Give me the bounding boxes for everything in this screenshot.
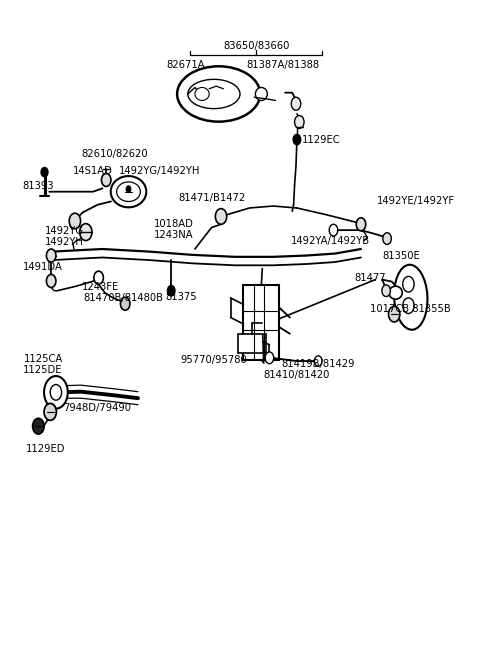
Text: 1125DE: 1125DE [24, 365, 63, 375]
Circle shape [80, 223, 92, 240]
Text: 81387A/81388: 81387A/81388 [246, 60, 319, 70]
Text: 83650/83660: 83650/83660 [223, 41, 290, 51]
Circle shape [291, 97, 301, 110]
Text: 1125CA: 1125CA [24, 354, 63, 364]
Text: 1492YG/1492YH: 1492YG/1492YH [119, 166, 200, 176]
Circle shape [94, 271, 103, 284]
Text: 1492YA/1492YB: 1492YA/1492YB [290, 236, 370, 246]
Text: 1017CB 81355B: 1017CB 81355B [371, 304, 451, 314]
Text: 1492YH: 1492YH [45, 237, 84, 247]
Circle shape [50, 384, 61, 400]
Text: 81350E: 81350E [383, 250, 420, 261]
Circle shape [388, 306, 400, 322]
Circle shape [216, 209, 227, 224]
Circle shape [403, 298, 414, 313]
Text: 1492YE/1492YF: 1492YE/1492YF [376, 196, 455, 206]
Ellipse shape [394, 265, 428, 330]
Text: 1018AD: 1018AD [154, 219, 193, 229]
Text: 81410/81420: 81410/81420 [264, 371, 330, 380]
Circle shape [356, 217, 366, 231]
Text: 1491DA: 1491DA [23, 261, 62, 271]
Circle shape [293, 135, 301, 145]
Text: 81419B/81429: 81419B/81429 [282, 359, 355, 369]
Circle shape [101, 173, 111, 187]
Text: 81393: 81393 [23, 181, 54, 191]
Ellipse shape [389, 286, 402, 299]
Text: 14S1AD: 14S1AD [73, 166, 113, 176]
Circle shape [265, 352, 274, 364]
Ellipse shape [117, 182, 140, 202]
Bar [238, 334, 266, 353]
Text: 81471/B1472: 81471/B1472 [178, 193, 245, 203]
Text: 7948D/79490: 7948D/79490 [64, 403, 132, 413]
Circle shape [47, 249, 56, 262]
Circle shape [295, 116, 304, 129]
Circle shape [126, 186, 131, 193]
Ellipse shape [195, 87, 209, 101]
Text: 81477: 81477 [355, 273, 386, 283]
Ellipse shape [177, 66, 260, 122]
Text: 1492YG: 1492YG [45, 226, 84, 236]
Circle shape [69, 213, 81, 229]
Circle shape [314, 356, 322, 367]
Circle shape [382, 285, 390, 296]
Circle shape [47, 275, 56, 288]
Text: 1243FE: 1243FE [82, 283, 119, 292]
Circle shape [44, 376, 68, 409]
Text: 81375: 81375 [165, 292, 196, 302]
Circle shape [120, 297, 130, 310]
Ellipse shape [188, 79, 240, 108]
Text: 1243NA: 1243NA [154, 231, 193, 240]
Ellipse shape [111, 176, 146, 208]
Circle shape [41, 168, 48, 177]
Circle shape [403, 277, 414, 292]
Text: 95770/95780: 95770/95780 [180, 355, 247, 365]
Text: 1129EC: 1129EC [301, 135, 340, 145]
Ellipse shape [255, 87, 267, 101]
Circle shape [383, 233, 391, 244]
Text: 1129ED: 1129ED [25, 444, 65, 454]
Circle shape [33, 419, 44, 434]
Text: 81470B/81480B: 81470B/81480B [84, 293, 164, 303]
Text: 82610/82620: 82610/82620 [81, 149, 147, 159]
Circle shape [329, 224, 338, 236]
Circle shape [168, 286, 175, 296]
Bar [243, 285, 279, 360]
Circle shape [44, 403, 56, 420]
Text: 82671A: 82671A [166, 60, 205, 70]
